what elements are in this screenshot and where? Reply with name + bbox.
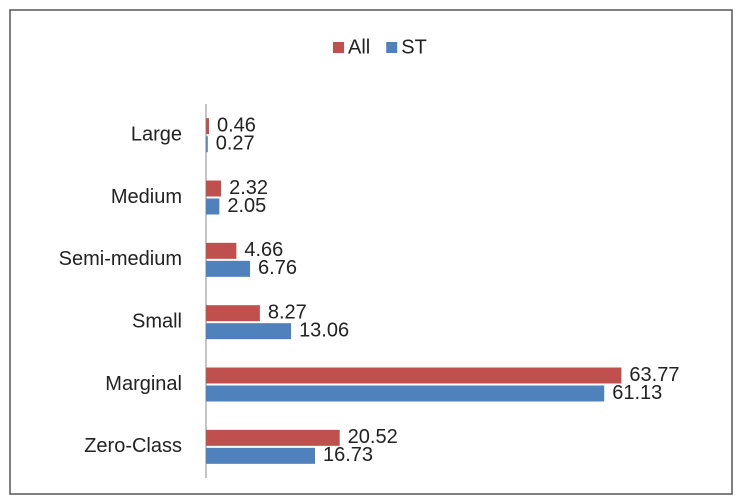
category-label: Marginal bbox=[105, 373, 182, 395]
data-label: 0.27 bbox=[216, 132, 255, 154]
bar bbox=[206, 198, 220, 215]
category-label: Large bbox=[131, 123, 182, 145]
data-label: 20.52 bbox=[348, 426, 398, 448]
category-label: Small bbox=[132, 310, 182, 332]
chart-frame bbox=[9, 9, 733, 495]
bar bbox=[206, 367, 622, 384]
bar bbox=[206, 260, 251, 277]
bar bbox=[206, 323, 292, 340]
bar bbox=[206, 136, 208, 153]
data-label: 0.46 bbox=[217, 114, 256, 136]
legend-label: ST bbox=[401, 36, 427, 58]
bar bbox=[206, 305, 260, 322]
bar bbox=[206, 447, 315, 464]
data-label: 13.06 bbox=[299, 319, 349, 341]
bar bbox=[206, 242, 237, 259]
data-label: 61.13 bbox=[612, 382, 662, 404]
bar bbox=[206, 180, 222, 197]
category-label: Semi-medium bbox=[59, 248, 182, 270]
data-label: 16.73 bbox=[323, 444, 373, 466]
legend-label: All bbox=[348, 36, 370, 58]
category-label: Medium bbox=[111, 186, 182, 208]
bar bbox=[206, 429, 340, 446]
data-label: 63.77 bbox=[629, 364, 679, 386]
legend-swatch bbox=[333, 42, 344, 53]
category-label: Zero-Class bbox=[84, 435, 182, 457]
bar bbox=[206, 118, 209, 135]
data-label: 8.27 bbox=[268, 301, 307, 323]
data-label: 4.66 bbox=[244, 239, 283, 261]
legend-swatch bbox=[386, 42, 398, 53]
data-label: 2.32 bbox=[229, 177, 268, 199]
data-label: 6.76 bbox=[258, 257, 297, 279]
data-label: 2.05 bbox=[227, 195, 266, 217]
bar bbox=[206, 385, 605, 402]
